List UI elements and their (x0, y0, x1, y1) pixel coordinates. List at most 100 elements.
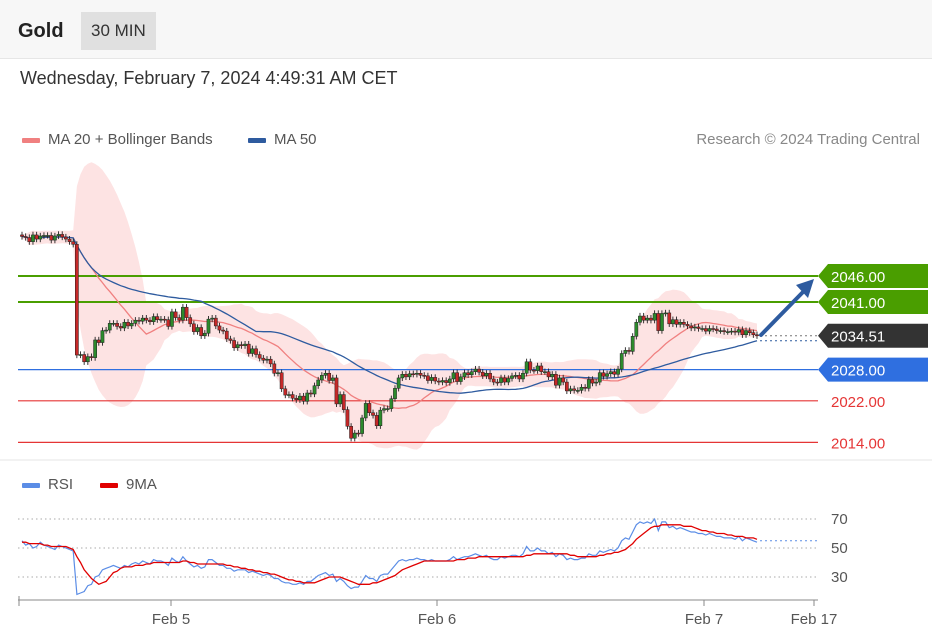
candle-body (480, 371, 485, 377)
candle-body (129, 323, 134, 327)
candle (159, 316, 163, 323)
candle (645, 315, 650, 324)
candle (133, 317, 138, 327)
candle (34, 231, 39, 243)
candle (246, 341, 251, 357)
candle-body (524, 361, 529, 374)
candle-body (623, 350, 628, 354)
candle (583, 384, 587, 392)
level-tag-2046: 2046.00 (818, 264, 928, 288)
legend-ma20: MA 20 + Bollinger Bands (22, 131, 213, 148)
candle (422, 372, 427, 379)
candle (521, 370, 525, 383)
candle-body (338, 394, 342, 405)
candle (49, 232, 54, 244)
candle-body (53, 235, 57, 241)
candle-body (67, 238, 72, 242)
candle-body (122, 322, 127, 329)
candle-body (224, 330, 229, 340)
candle-body (491, 378, 496, 383)
candle-body (352, 432, 357, 439)
forecast-arrow-shaft (759, 290, 805, 337)
candle-body (616, 368, 620, 375)
candle-body (250, 348, 255, 354)
candle-body (656, 313, 661, 331)
candle-body (689, 325, 694, 329)
candle (543, 368, 547, 375)
candle-body (213, 317, 218, 327)
candle-body (206, 318, 211, 334)
candle-body (118, 326, 123, 329)
candle (213, 315, 218, 330)
candle-body (725, 331, 730, 333)
level-label-2035: 2034.51 (831, 329, 885, 346)
candle-body (312, 385, 317, 395)
candle (60, 231, 65, 241)
candle (682, 319, 686, 328)
candle (301, 393, 306, 405)
candle (177, 314, 182, 324)
candle (619, 350, 624, 373)
candle-body (301, 395, 306, 402)
candle (254, 345, 258, 358)
candle-body (554, 374, 558, 386)
candle (444, 377, 449, 386)
candle-body (703, 328, 708, 332)
candle-body (722, 330, 726, 332)
candle-body (575, 390, 580, 392)
candle-body (192, 323, 196, 332)
candle-body (268, 358, 273, 365)
candle (415, 370, 419, 378)
candle (722, 327, 726, 335)
candle (356, 429, 361, 437)
legend-ma20-label: MA 20 + Bollinger Bands (48, 131, 213, 148)
candle (181, 304, 185, 324)
candle (495, 378, 500, 386)
candle (382, 405, 386, 414)
candle-body (696, 326, 701, 329)
candle (199, 324, 204, 339)
level-label-2041: 2041.00 (831, 295, 885, 312)
candle-body (111, 323, 116, 325)
candle (407, 370, 412, 380)
candle-body (45, 235, 50, 237)
candle (312, 382, 317, 398)
candle (437, 377, 441, 386)
candle (261, 355, 266, 364)
timeframe-selector[interactable]: 30 MIN (81, 12, 156, 50)
copyright-notice: Research © 2024 Trading Central (696, 131, 920, 148)
candle (53, 232, 57, 244)
candle-body (137, 319, 141, 322)
candle-body (320, 375, 324, 381)
candle (89, 353, 94, 361)
candle (78, 351, 83, 359)
candle-body (148, 319, 152, 323)
candle-body (323, 372, 328, 376)
candle (744, 327, 748, 338)
candle (96, 336, 101, 346)
candle-body (195, 327, 200, 332)
candle (75, 241, 79, 359)
candle (663, 309, 668, 317)
candle (371, 409, 375, 419)
candle (265, 356, 269, 364)
candle-body (75, 244, 79, 356)
candle-body (246, 343, 251, 354)
candle (656, 310, 661, 334)
candle-body (458, 376, 463, 382)
candle (45, 232, 50, 239)
candle (736, 326, 741, 336)
candle-body (594, 381, 598, 384)
candle (458, 373, 463, 385)
candle-body (96, 339, 101, 343)
candle (703, 325, 708, 335)
candle-body (535, 365, 540, 371)
candle (374, 412, 379, 429)
candle (217, 322, 222, 334)
candle (192, 320, 196, 335)
candle (707, 325, 712, 335)
candle (524, 358, 529, 377)
candle (755, 331, 759, 339)
candle-body (31, 234, 35, 242)
